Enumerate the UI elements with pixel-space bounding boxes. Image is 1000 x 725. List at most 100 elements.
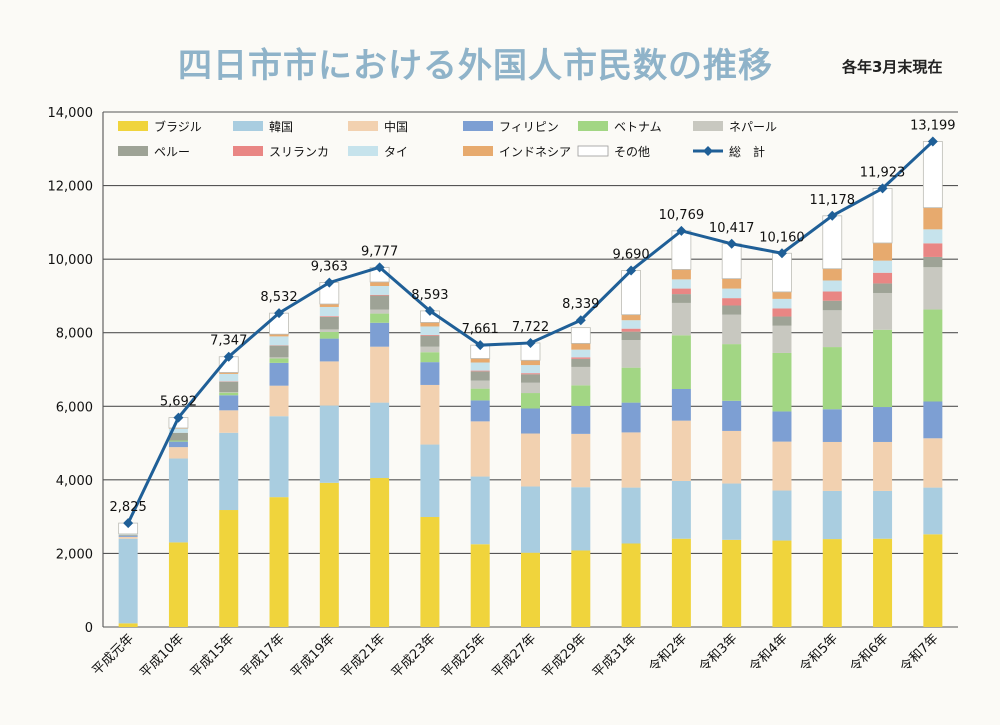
bar-segment <box>822 268 842 281</box>
bar-segment <box>470 544 490 627</box>
bar-segment <box>722 344 742 401</box>
bar-segment <box>470 371 490 381</box>
bar-segment <box>571 343 591 350</box>
legend-swatch <box>118 121 148 131</box>
bar-segment <box>521 360 540 366</box>
bar-segment <box>822 490 842 540</box>
y-tick-label: 12,000 <box>48 180 94 195</box>
bar-segment <box>571 433 591 488</box>
legend-label: スリランカ <box>269 145 329 159</box>
total-point <box>927 136 938 147</box>
bar-segment <box>219 395 239 411</box>
bar-segment <box>822 409 842 442</box>
total-point <box>324 277 335 288</box>
bar-segment <box>269 416 289 498</box>
bar-segment <box>671 480 691 539</box>
bar-segment <box>118 534 138 536</box>
total-point <box>776 248 787 259</box>
legend-swatch <box>693 121 723 131</box>
bar-segment <box>873 441 893 491</box>
legend-label: ペルー <box>154 145 190 159</box>
bar-segment <box>269 334 289 337</box>
bar-segment <box>772 252 792 293</box>
bar-segment <box>822 347 842 410</box>
bar-segment <box>772 316 792 326</box>
y-tick-label: 8,000 <box>56 327 93 342</box>
y-tick-label: 2,000 <box>56 547 93 562</box>
bar-segment <box>470 358 490 363</box>
bar-segment <box>521 393 540 409</box>
y-tick-label: 4,000 <box>56 474 93 489</box>
total-data-label: 10,769 <box>659 208 705 223</box>
legend-swatch <box>463 146 493 156</box>
bar-segment <box>319 316 339 317</box>
bar-segment <box>168 542 188 627</box>
bar-segment <box>621 543 641 627</box>
bar-segment <box>873 272 893 284</box>
legend-label: フィリピン <box>499 120 559 134</box>
legend-swatch <box>348 146 378 156</box>
bar-segment <box>521 433 540 487</box>
x-tick-label: 令和2年 <box>646 631 690 675</box>
bar-segment <box>722 278 742 289</box>
total-point <box>676 225 687 236</box>
bar-segment <box>822 310 842 348</box>
x-tick-label: 平成19年 <box>288 631 338 681</box>
bar-segment <box>772 291 792 299</box>
bar-segment <box>923 229 943 244</box>
legend-swatch <box>233 146 263 156</box>
x-tick-label: 平成15年 <box>188 631 238 681</box>
bar-segment <box>319 405 339 483</box>
bar-segment <box>671 538 691 627</box>
total-point <box>274 308 285 319</box>
total-data-label: 2,825 <box>110 500 147 515</box>
bar-segment <box>219 373 239 382</box>
x-axis-ticks: 平成元年 平成10年 平成15年 平成17年 平成19年 平成21年 平成23年 平成25年平… <box>90 631 942 681</box>
x-tick-label: 令和3年 <box>696 631 740 675</box>
bar-segment <box>571 405 591 434</box>
bar-segment <box>671 294 691 303</box>
total-point <box>877 183 888 194</box>
bar-segment <box>269 345 289 358</box>
bar-segment <box>219 510 239 627</box>
total-data-label: 13,199 <box>910 118 956 133</box>
total-data-label: 9,777 <box>361 244 398 259</box>
bar-segment <box>571 385 591 406</box>
bar-segment <box>621 402 641 433</box>
bar-segment <box>822 280 842 292</box>
total-point <box>173 412 184 423</box>
bar-segment <box>923 207 943 230</box>
bar-segment <box>118 538 138 624</box>
bar-segment <box>923 309 943 402</box>
bar-segment <box>269 385 289 417</box>
bar-segment <box>521 408 540 434</box>
bar-segment <box>621 328 641 332</box>
bar-segment <box>722 314 742 345</box>
x-tick-label: 平成29年 <box>540 631 590 681</box>
bar-segment <box>722 400 742 431</box>
total-data-label: 11,923 <box>860 165 906 180</box>
bar-segment <box>420 384 440 445</box>
x-tick-label: 令和4年 <box>747 631 791 675</box>
bar-segment <box>571 487 591 551</box>
bar-segment <box>722 305 742 315</box>
bar-segment <box>370 309 390 314</box>
legend-label: 韓国 <box>269 120 293 134</box>
legend-swatch <box>578 121 608 131</box>
bar-segment <box>420 444 440 518</box>
bar-segment <box>420 326 440 335</box>
total-point <box>223 351 234 362</box>
legend-label: ブラジル <box>154 119 202 134</box>
bar-segment <box>872 188 893 244</box>
bar-stacks <box>118 141 943 627</box>
bar-segment <box>671 288 691 295</box>
bar-segment <box>721 243 742 280</box>
bar-segment <box>621 331 641 341</box>
total-data-label: 7,722 <box>512 320 549 335</box>
bar-segment <box>772 490 792 541</box>
bar-segment <box>219 372 239 374</box>
bar-segment <box>168 440 188 442</box>
